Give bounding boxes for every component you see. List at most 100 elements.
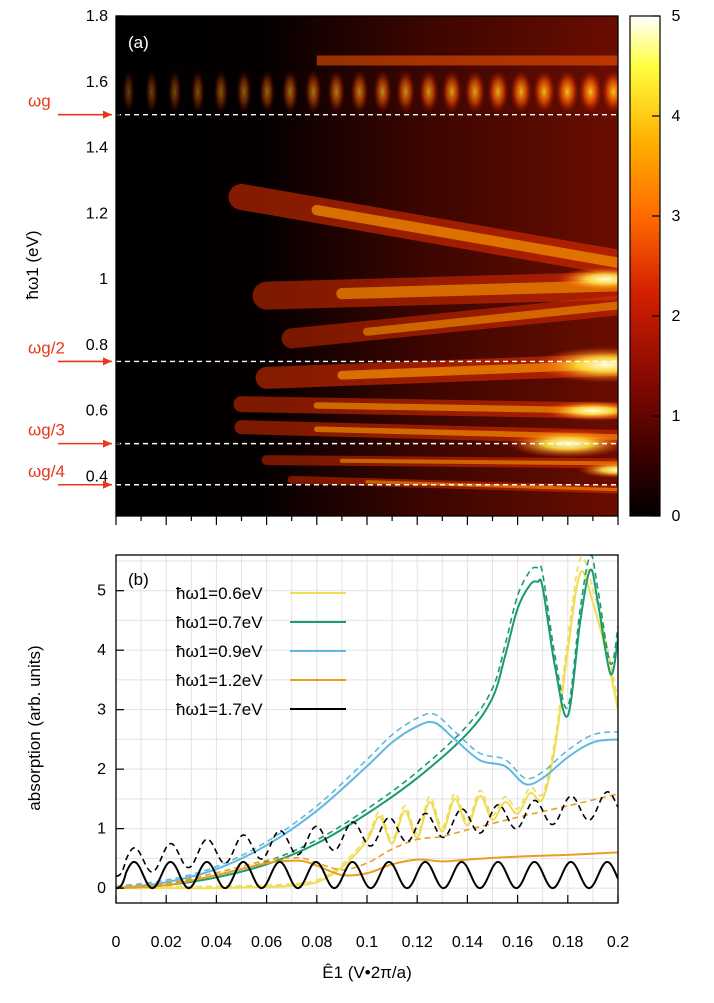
- heatmap-band-feature: [350, 69, 369, 114]
- heatmap-band-feature: [396, 69, 416, 114]
- heatmap-x-ticks: [115, 516, 619, 525]
- y-tick-label: 5: [97, 583, 106, 600]
- heatmap-branch-feature: [339, 458, 618, 466]
- heatmap-hotspot: [507, 429, 618, 458]
- heatmap-band-feature: [487, 69, 509, 114]
- y-tick-label: 1: [97, 821, 106, 838]
- x-tick-label: 0.02: [151, 934, 182, 951]
- colorbar-tick-label: 2: [672, 308, 681, 325]
- heatmap-features: [122, 55, 618, 494]
- heatmap-band-feature: [145, 69, 158, 114]
- heatmap-band-feature: [122, 69, 135, 114]
- series-line: [116, 860, 618, 890]
- colorbar-tick-label: 5: [672, 8, 681, 25]
- series-line: [116, 720, 618, 890]
- heatmap-band-feature: [168, 69, 182, 114]
- heatmap-band-feature: [441, 69, 463, 114]
- heatmap-band-feature: [190, 69, 205, 114]
- arrow-head-icon: [103, 110, 112, 119]
- heatmap-panel: 0.40.60.811.21.41.61.8 (a) ħω1 (eV) ωgωg…: [23, 8, 681, 525]
- heatmap-band-feature: [316, 55, 618, 66]
- heatmap-band-feature: [418, 69, 439, 114]
- heatmap-band-feature: [327, 69, 346, 114]
- reference-markers: ωg ωg/2 ωg/3 ωg/4: [28, 92, 112, 489]
- x-tick-label: 0.2: [607, 934, 629, 951]
- series-dashed-line: [116, 791, 618, 878]
- heatmap-band-feature: [601, 69, 618, 114]
- heatmap-hotspot: [542, 400, 618, 421]
- reference-label: ωg: [28, 92, 51, 111]
- line-y-axis-label: absorption (arb. units): [25, 645, 44, 810]
- heatmap-branch-feature: [363, 301, 618, 336]
- legend-label: ħω1=0.9eV: [176, 642, 263, 661]
- colorbar-ticks: 0 1 2 3 4 5: [652, 8, 681, 525]
- heatmap-band-feature: [373, 69, 392, 114]
- heatmap-hotspot: [535, 346, 618, 383]
- colorbar-tick-label: 0: [672, 508, 681, 525]
- heatmap-band-feature: [259, 69, 275, 114]
- y-tick-label: 0.4: [86, 469, 108, 486]
- legend-label: ħω1=1.2eV: [176, 671, 263, 690]
- line-x-axis-label: Ê1 (V•2π/a): [322, 963, 412, 982]
- line-series: [116, 555, 618, 890]
- y-tick-label: 0.8: [86, 337, 108, 354]
- series-dashed-line: [116, 555, 618, 888]
- x-tick-label: 0.18: [552, 934, 583, 951]
- y-tick-label: 1: [99, 271, 108, 288]
- x-tick-label: 0.04: [201, 934, 232, 951]
- y-tick-label: 1.8: [86, 8, 108, 25]
- heatmap-hotspot: [578, 461, 618, 478]
- y-tick-label: 0: [97, 880, 106, 897]
- colorbar: [629, 15, 661, 517]
- series-line: [116, 851, 618, 890]
- reference-label: ωg/2: [28, 338, 65, 357]
- colorbar-tick-label: 4: [672, 108, 681, 125]
- heatmap-band-feature: [282, 69, 299, 114]
- legend: ħω1=0.6eV ħω1=0.7eV ħω1=0.9eV ħω1=1.2eV ħω1=…: [176, 584, 346, 719]
- line-grid: [115, 555, 619, 903]
- heatmap-y-axis-label: ħω1 (eV): [23, 230, 42, 299]
- y-tick-label: 2: [97, 761, 106, 778]
- legend-label: ħω1=0.7eV: [176, 613, 263, 632]
- heatmap-band-feature: [213, 69, 229, 114]
- heatmap-band-feature: [555, 69, 579, 114]
- legend-label: ħω1=0.6eV: [176, 584, 263, 603]
- y-tick-label: 4: [97, 642, 106, 659]
- heatmap-band-feature: [532, 69, 556, 114]
- arrow-head-icon: [103, 439, 112, 448]
- heatmap-band-feature: [464, 69, 486, 114]
- x-tick-label: 0.08: [301, 934, 332, 951]
- legend-label: ħω1=1.7eV: [176, 700, 263, 719]
- y-tick-label: 1.2: [86, 205, 108, 222]
- arrow-head-icon: [103, 357, 112, 366]
- line-panel: 0 0.02 0.04 0.06 0.08 0.1 0.12 0.14 0.16 0.18 0.2 0…: [25, 554, 629, 982]
- heatmap-branch-feature: [365, 480, 618, 492]
- line-axes: 0 0.02 0.04 0.06 0.08 0.1 0.12 0.14 0.16 0.18 0.2 0…: [97, 583, 629, 951]
- panel-a-label: (a): [128, 33, 149, 52]
- y-tick-label: 1.6: [86, 74, 108, 91]
- x-tick-label: 0.1: [356, 934, 378, 951]
- y-tick-label: 0.6: [86, 403, 108, 420]
- arrow-head-icon: [103, 480, 112, 489]
- reference-label: ωg/3: [28, 421, 65, 440]
- x-tick-label: 0.14: [452, 934, 483, 951]
- y-tick-label: 3: [97, 702, 106, 719]
- x-tick-label: 0.12: [402, 934, 433, 951]
- heatmap-hotspot: [555, 267, 618, 292]
- heatmap-band-feature: [510, 69, 533, 114]
- panel-b-label: (b): [128, 570, 149, 589]
- heatmap-branch-feature: [311, 204, 618, 268]
- series-dashed-line: [116, 556, 618, 888]
- x-tick-label: 0.06: [251, 934, 282, 951]
- x-tick-label: 0: [112, 934, 121, 951]
- heatmap-band-feature: [236, 69, 252, 114]
- heatmap-band-feature: [578, 69, 603, 114]
- heatmap-band-feature: [304, 69, 322, 114]
- x-tick-label: 0.16: [502, 934, 533, 951]
- reference-lines: [116, 113, 618, 486]
- colorbar-tick-label: 3: [672, 208, 681, 225]
- colorbar-tick-label: 1: [672, 408, 681, 425]
- reference-label: ωg/4: [28, 462, 65, 481]
- heatmap-y-axis: 0.4 0.6 0.8 1 1.2 1.4 1.6 1.8: [86, 8, 124, 486]
